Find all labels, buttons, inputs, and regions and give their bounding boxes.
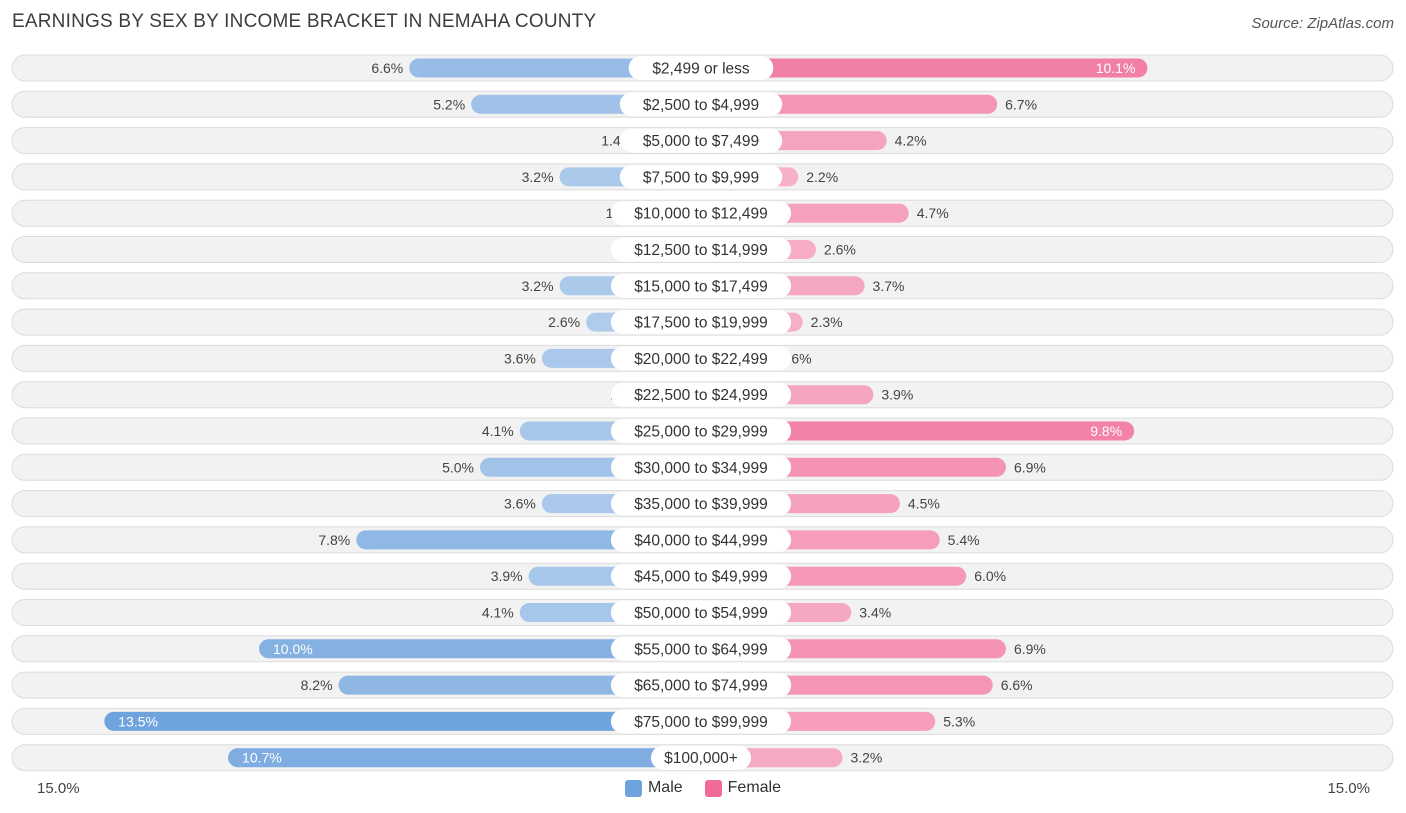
female-value-label: 6.7%	[1005, 96, 1037, 112]
category-label: $10,000 to $12,499	[634, 206, 768, 223]
source-label: Source: ZipAtlas.com	[1251, 15, 1394, 32]
bar-chart: 6.6% 10.1% $2,499 or less 5.2% 6.7% $2,500 to…	[11, 54, 1394, 772]
category-label: $35,000 to $39,999	[634, 496, 768, 513]
female-value-label: 9.8%	[1090, 423, 1122, 439]
category-label: $17,500 to $19,999	[634, 315, 768, 332]
category-pill	[610, 346, 792, 371]
category-label: $20,000 to $22,499	[634, 351, 768, 368]
axis-label-left: 15.0%	[37, 780, 80, 797]
legend-item-male[interactable]: Male	[624, 779, 683, 797]
male-value-label: 4.1%	[482, 423, 514, 439]
male-value-label: 10.7%	[242, 750, 282, 766]
female-value-label: 4.7%	[917, 205, 949, 221]
female-value-label: 2.3%	[811, 314, 843, 330]
female-value-label: 3.4%	[859, 605, 891, 621]
female-bar	[691, 58, 1148, 78]
category-label: $22,500 to $24,999	[634, 387, 768, 404]
category-pill	[610, 419, 792, 443]
male-bar	[228, 748, 711, 768]
male-value-label: 8.2%	[301, 677, 333, 693]
category-pill	[610, 636, 792, 661]
category-label: $12,500 to $14,999	[634, 242, 768, 259]
category-pill	[610, 237, 792, 262]
legend: Male Female	[0, 779, 1406, 797]
category-label: $7,500 to $9,999	[643, 169, 759, 186]
male-value-label: 3.9%	[491, 568, 523, 584]
category-pill	[610, 310, 792, 335]
category-pill	[628, 56, 774, 80]
female-value-label: 5.4%	[948, 532, 980, 548]
male-value-label: 5.0%	[442, 459, 474, 475]
category-label: $55,000 to $64,999	[634, 641, 768, 658]
category-pill	[610, 491, 792, 516]
female-value-label: 3.7%	[873, 278, 905, 294]
male-bar	[104, 711, 712, 731]
male-value-label: 3.2%	[522, 169, 554, 185]
female-value-label: 2.6%	[824, 242, 856, 258]
female-value-label: 4.5%	[908, 496, 940, 512]
category-label: $2,500 to $4,999	[643, 97, 759, 114]
category-label: $25,000 to $29,999	[634, 424, 768, 441]
female-value-label: 6.9%	[1014, 641, 1046, 657]
male-value-label: 3.6%	[504, 350, 536, 366]
female-value-label: 4.2%	[895, 133, 927, 149]
chart-title: EARNINGS BY SEX BY INCOME BRACKET IN NEM…	[12, 11, 597, 32]
category-pill	[610, 527, 792, 552]
female-value-label: 10.1%	[1096, 60, 1136, 76]
category-pill	[650, 745, 752, 770]
female-value-label: 5.3%	[943, 713, 975, 729]
male-value-label: 10.0%	[273, 641, 313, 657]
category-label: $2,499 or less	[652, 61, 750, 78]
category-pill	[610, 600, 792, 625]
category-pill	[610, 673, 792, 698]
category-pill	[619, 92, 783, 117]
category-pill	[619, 128, 783, 153]
legend-label-male: Male	[647, 779, 683, 796]
category-pill	[610, 273, 792, 298]
female-value-label: 6.6%	[1001, 677, 1033, 693]
category-pill	[619, 164, 783, 189]
legend-label-female: Female	[727, 779, 782, 796]
female-value-label: 3.2%	[850, 750, 882, 766]
male-value-label: 2.6%	[548, 314, 580, 330]
category-label: $5,000 to $7,499	[643, 133, 759, 150]
male-value-label: 6.6%	[371, 60, 403, 76]
female-bar	[691, 421, 1135, 441]
male-value-label: 4.1%	[482, 605, 514, 621]
category-pill	[610, 201, 792, 226]
axis-label-right: 15.0%	[1327, 780, 1370, 797]
female-value-label: 6.9%	[1014, 459, 1046, 475]
male-value-label: 5.2%	[433, 96, 465, 112]
category-label: $30,000 to $34,999	[634, 460, 768, 477]
legend-swatch-male	[624, 779, 642, 797]
category-label: $100,000+	[664, 750, 738, 767]
female-value-label: 2.2%	[806, 169, 838, 185]
category-label: $15,000 to $17,499	[634, 278, 768, 295]
category-pill	[610, 564, 792, 589]
female-value-label: 6.0%	[974, 568, 1006, 584]
category-label: $65,000 to $74,999	[634, 678, 768, 695]
legend-swatch-female	[704, 779, 722, 797]
male-value-label: 3.6%	[504, 496, 536, 512]
category-label: $45,000 to $49,999	[634, 569, 768, 586]
male-value-label: 13.5%	[118, 713, 158, 729]
category-pill	[610, 455, 792, 480]
category-pill	[610, 382, 792, 407]
female-value-label: 3.9%	[881, 387, 913, 403]
male-bar	[259, 639, 711, 659]
male-value-label: 7.8%	[318, 532, 350, 548]
legend-item-female[interactable]: Female	[704, 779, 782, 797]
category-pill	[610, 709, 792, 734]
category-label: $75,000 to $99,999	[634, 714, 768, 731]
category-label: $50,000 to $54,999	[634, 605, 768, 622]
category-label: $40,000 to $44,999	[634, 532, 768, 549]
male-value-label: 3.2%	[522, 278, 554, 294]
